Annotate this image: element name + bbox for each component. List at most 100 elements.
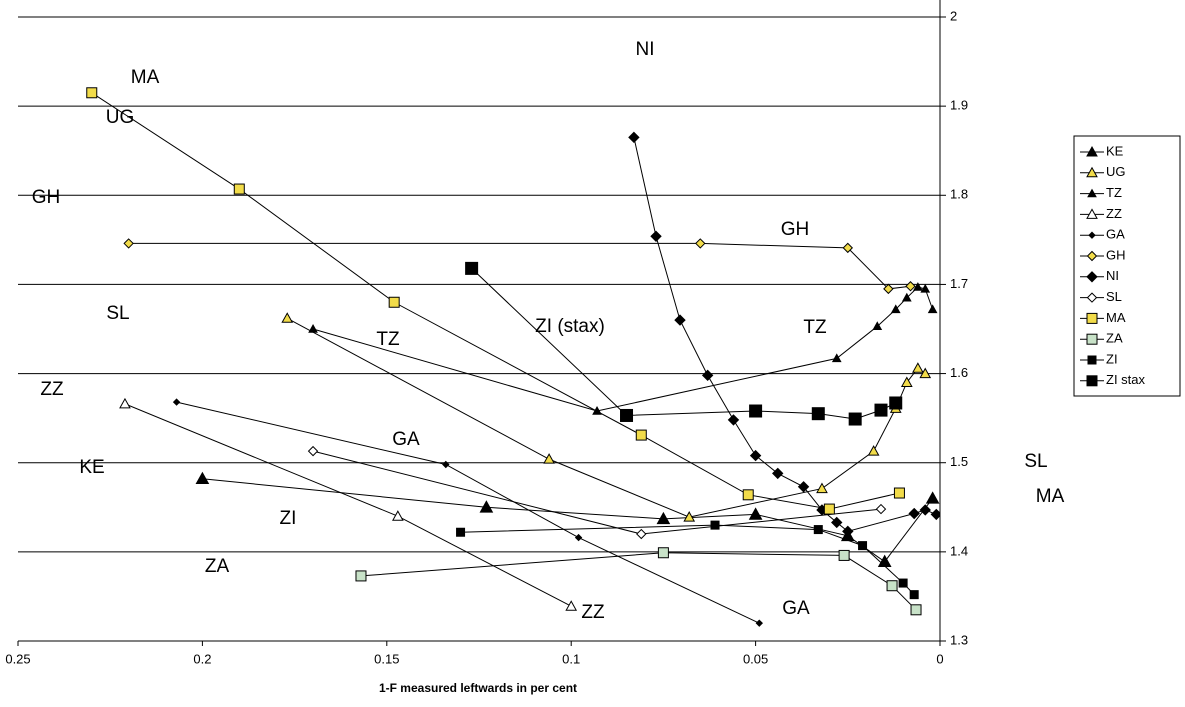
legend-marker	[1086, 166, 1098, 178]
series-line	[312, 450, 882, 535]
marker	[233, 183, 245, 195]
marker	[838, 549, 850, 561]
annotation: ZI (stax)	[535, 316, 605, 337]
marker	[901, 292, 912, 302]
marker	[900, 376, 913, 387]
marker	[710, 520, 720, 530]
legend-label: TZ	[1106, 185, 1122, 200]
x-tick-label: 0.1	[562, 651, 580, 666]
y-tick-label: 1.6	[950, 365, 968, 380]
marker	[636, 528, 647, 540]
marker	[656, 511, 671, 525]
marker	[816, 482, 828, 494]
marker	[755, 619, 763, 627]
series-line	[633, 137, 937, 532]
marker	[195, 471, 210, 485]
marker	[874, 403, 888, 417]
annotation: MA	[131, 67, 160, 88]
marker	[867, 445, 880, 456]
marker	[172, 398, 181, 406]
marker	[883, 283, 894, 295]
legend-marker	[1086, 375, 1098, 387]
y-tick-label: 1.7	[950, 276, 968, 291]
annotation: GH	[781, 219, 810, 240]
marker	[628, 131, 640, 144]
marker	[919, 367, 932, 379]
legend-marker	[1088, 231, 1096, 239]
x-tick-label: 0.2	[193, 651, 211, 666]
marker	[543, 453, 555, 464]
y-tick-label: 2	[950, 8, 957, 23]
marker	[674, 314, 686, 326]
marker	[842, 525, 854, 538]
y-tick-label: 1.4	[950, 543, 968, 558]
marker	[930, 508, 940, 521]
series-line	[312, 286, 934, 412]
y-tick-label: 1.9	[950, 98, 968, 113]
marker	[355, 570, 367, 582]
legend-marker	[1086, 208, 1098, 219]
marker	[912, 362, 924, 373]
legend-marker	[1086, 271, 1098, 283]
marker	[889, 396, 903, 410]
y-tick-label: 1.3	[950, 632, 968, 647]
marker	[574, 533, 583, 542]
marker	[797, 481, 810, 493]
marker	[875, 503, 887, 515]
x-tick-label: 0.05	[743, 651, 768, 666]
marker	[919, 504, 931, 516]
marker	[823, 503, 835, 515]
marker	[392, 510, 404, 521]
marker	[893, 487, 905, 499]
series-line	[124, 403, 572, 607]
marker	[123, 238, 134, 249]
series-line	[91, 92, 900, 510]
marker	[909, 590, 919, 600]
annotation: GH	[32, 187, 61, 208]
y-tick-label: 1.8	[950, 187, 968, 202]
annotation: TZ	[376, 329, 400, 350]
x-tick-label: 0.25	[5, 651, 30, 666]
marker	[848, 412, 862, 426]
series-line	[471, 268, 896, 420]
marker	[119, 397, 131, 409]
marker	[701, 369, 714, 382]
annotation: ZZ	[40, 379, 64, 400]
marker	[927, 304, 938, 314]
legend-label: NI	[1106, 268, 1119, 283]
marker	[308, 323, 318, 333]
legend-label: ZA	[1106, 331, 1123, 346]
legend-marker	[1086, 250, 1098, 262]
marker	[657, 547, 669, 559]
series-line	[360, 552, 917, 611]
legend-label: MA	[1106, 310, 1126, 325]
marker	[683, 511, 696, 522]
annotation: ZZ	[581, 602, 605, 623]
series-line	[176, 401, 760, 624]
annotation: UG	[106, 107, 135, 128]
marker	[748, 507, 763, 520]
marker	[886, 580, 898, 592]
marker	[635, 429, 647, 441]
legend-label: KE	[1106, 143, 1124, 158]
marker	[890, 304, 901, 314]
marker	[565, 600, 578, 611]
marker	[456, 527, 466, 537]
legend-label: GH	[1106, 247, 1126, 262]
legend-marker	[1087, 188, 1097, 198]
marker	[811, 407, 825, 421]
annotation: SL	[1024, 451, 1047, 472]
marker	[872, 321, 883, 331]
y-tick-label: 1.5	[950, 454, 968, 469]
marker	[749, 404, 763, 418]
plot-area	[86, 87, 940, 627]
marker	[905, 281, 916, 292]
marker	[479, 500, 494, 513]
marker	[650, 230, 662, 242]
x-tick-label: 0.15	[374, 651, 399, 666]
x-axis-title: 1-F measured leftwards in per cent	[379, 681, 577, 695]
marker	[910, 604, 922, 616]
marker	[281, 312, 294, 323]
legend-marker	[1086, 333, 1098, 345]
